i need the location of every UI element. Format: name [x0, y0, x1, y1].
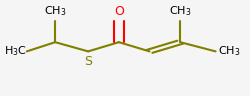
Text: CH$_3$: CH$_3$ [44, 4, 66, 18]
Text: H$_3$C: H$_3$C [4, 44, 27, 58]
Text: CH$_3$: CH$_3$ [169, 4, 192, 18]
Text: O: O [114, 5, 124, 18]
Text: S: S [84, 55, 92, 68]
Text: CH$_3$: CH$_3$ [218, 44, 240, 58]
